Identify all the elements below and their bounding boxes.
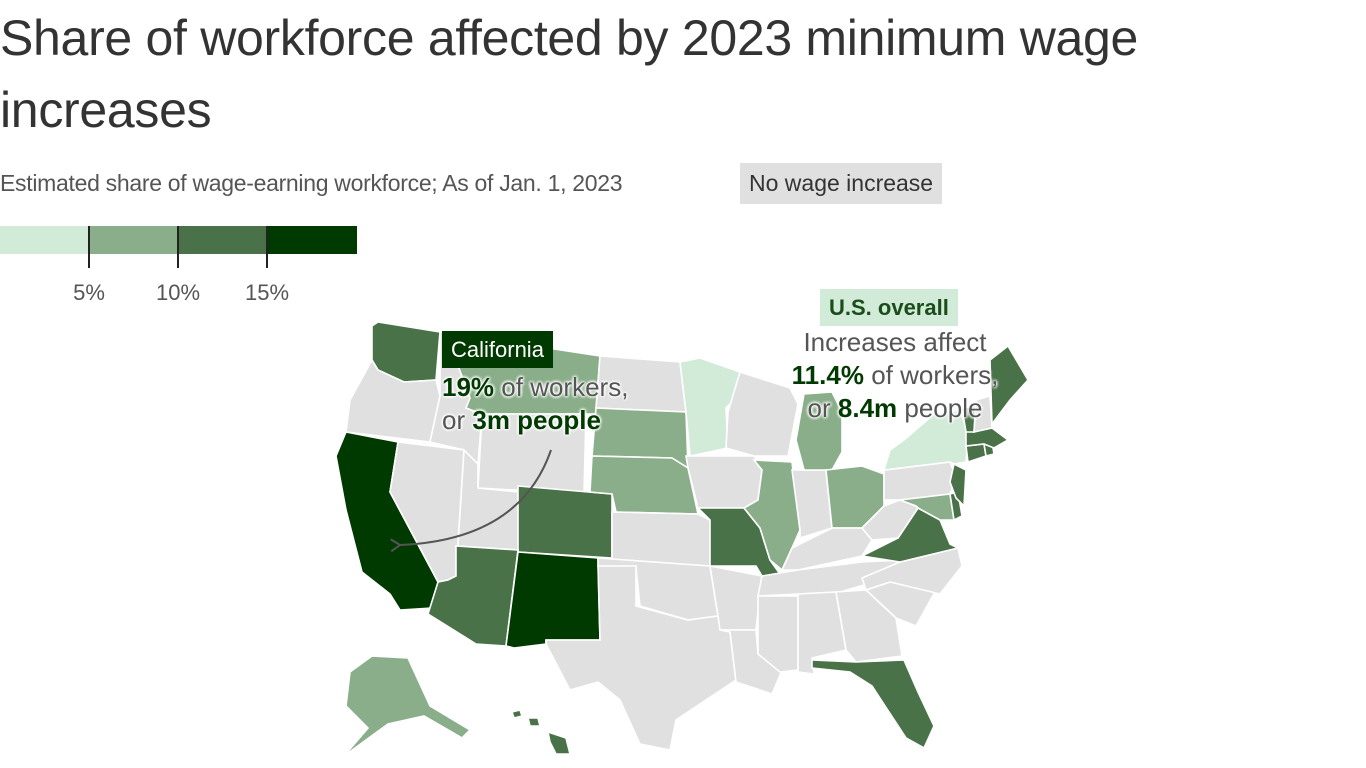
us-or: or	[807, 393, 831, 423]
scale-tick-label: 5%	[73, 280, 105, 305]
state-new-jersey	[949, 462, 967, 508]
state-connecticut	[965, 443, 987, 464]
scale-tick-label: 10%	[155, 280, 201, 305]
california-text: of workers,	[501, 372, 629, 402]
state-louisiana	[719, 629, 786, 695]
state-mississippi	[757, 595, 799, 673]
us-line1: Increases affect	[803, 327, 987, 357]
us-text: of workers,	[871, 360, 999, 390]
state-kansas	[611, 511, 711, 567]
california-annotation: 19% of workers, or 3m people	[442, 371, 628, 437]
state-michigan	[795, 391, 843, 471]
scale-swatch-0-5	[0, 226, 89, 254]
scale-tick	[177, 226, 179, 268]
scale-swatch-5-10	[89, 226, 178, 254]
page-title: Share of workforce affected by 2023 mini…	[0, 10, 1139, 138]
state-florida	[811, 659, 935, 750]
state-minnesota	[679, 357, 752, 457]
state-hawaii	[510, 709, 524, 719]
state-new-hampshire	[973, 394, 993, 434]
color-scale	[0, 226, 357, 254]
subtitle: Estimated share of wage-earning workforc…	[0, 170, 623, 196]
us-overall-label: U.S. overall	[820, 289, 958, 326]
state-hawaii	[546, 730, 572, 755]
scale-tick	[88, 226, 90, 268]
state-alaska	[343, 655, 472, 757]
scale-tick	[266, 226, 268, 268]
california-or: or	[442, 405, 466, 435]
state-iowa	[685, 455, 763, 509]
state-maine	[989, 344, 1029, 427]
us-annotation: Increases affect 11.4% of workers, or 8.…	[780, 326, 1010, 425]
us-people: 8.4m	[837, 393, 898, 423]
state-texas	[545, 565, 737, 751]
scale-tick-label: 15%	[244, 280, 290, 305]
california-label: California	[442, 331, 553, 368]
california-share: 19%	[442, 372, 495, 402]
state-colorado	[517, 485, 613, 559]
california-people: 3m people	[472, 405, 601, 435]
scale-swatch-15-plus	[267, 226, 357, 254]
scale-swatch-10-15	[178, 226, 267, 254]
us-people-suffix: people	[904, 393, 983, 423]
state-wisconsin	[725, 370, 799, 457]
us-share: 11.4%	[791, 360, 864, 390]
state-new-mexico	[505, 551, 601, 649]
california-callout-arrow	[390, 449, 552, 553]
no-wage-increase-legend: No wage increase	[740, 163, 943, 204]
state-hawaii	[526, 717, 542, 727]
